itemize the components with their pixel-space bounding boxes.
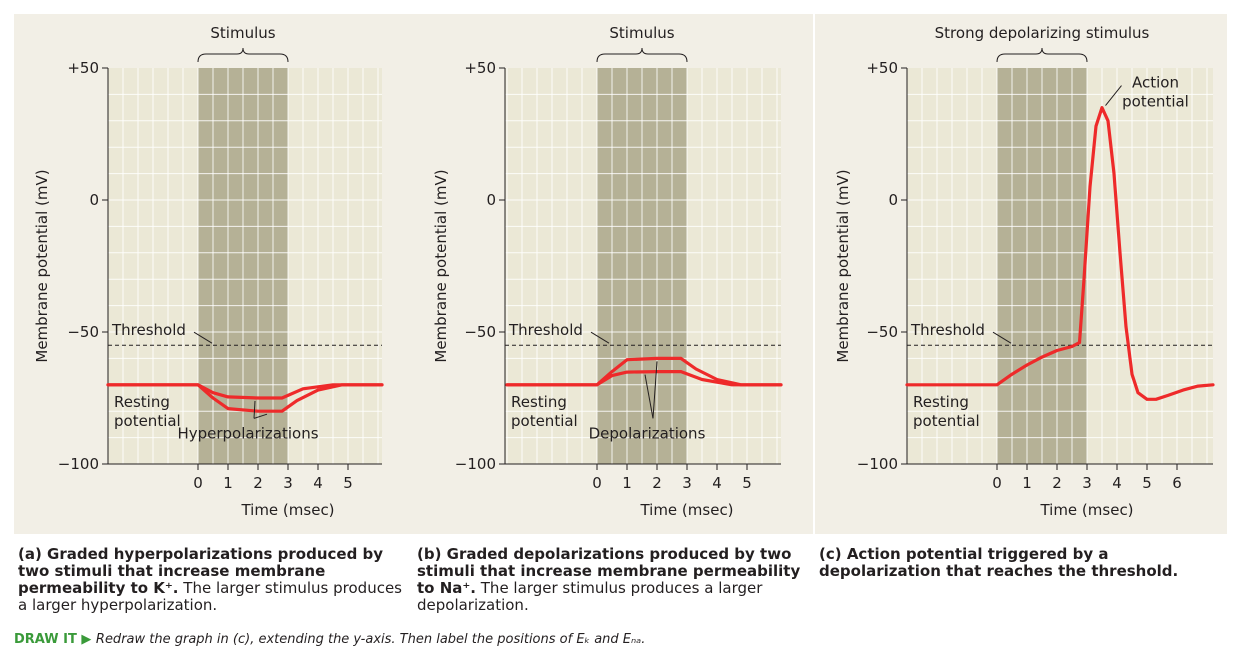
a-x-tick-label: 0 [193,474,203,492]
c-x-tick-label: 5 [1142,474,1152,492]
a-y-tick-label: 0 [89,191,99,209]
b-trace-2 [505,356,783,387]
b-x-tick-label: 4 [712,474,722,492]
a-threshold-leader [193,331,213,344]
caption-a-bold: (a) Graded hyperpolarizations produced b… [18,545,384,597]
b-y-tick-label: 0 [486,191,496,209]
draw-it-tag: DRAW IT ▶ [14,632,92,647]
c-x-tick-label: 3 [1082,474,1092,492]
b-threshold-leader [590,331,610,344]
c-peak-label-line2: potential [1122,93,1189,111]
a-response-leader-2 [253,413,268,419]
draw-it-prompt: DRAW IT ▶ Redraw the graph in (c), exten… [14,632,645,647]
c-resting-label-line1: Resting [913,393,969,411]
c-x-tick-label: 4 [1112,474,1122,492]
b-resting-label-line1: Resting [511,393,567,411]
caption-a-text: The larger stimulus produces a larger hy… [18,579,402,614]
caption-c-bold: (c) Action potential triggered by a depo… [819,545,1179,580]
caption-b-text: The larger stimulus produces a larger de… [417,579,763,614]
a-resting-label-line1: Resting [114,393,170,411]
b-x-tick-label: 0 [592,474,602,492]
c-stimulus-bracket [996,47,1088,63]
a-y-tick-label: +50 [67,59,99,77]
b-y-tick-label: −100 [455,455,496,473]
c-y-tick-label: −50 [866,323,898,341]
a-x-axis-label: Time (msec) [240,501,334,519]
c-y-tick-label: 0 [888,191,898,209]
c-trace-1 [905,106,1215,401]
draw-it-text: Redraw the graph in (c), extending the y… [95,632,646,647]
chart-a: +50 0 −50 −100 0 1 2 3 4 5 Time (msec) Membrane pot… [14,14,426,534]
chart-c: +50 0 −50 −100 0 1 2 3 4 5 6 Time (msec) Membrane po… [815,14,1227,534]
caption-c: (c) Action potential triggered by a depo… [819,546,1209,580]
b-x-tick-label: 5 [742,474,752,492]
b-y-tick-label: −50 [464,323,496,341]
b-x-tick-label: 3 [682,474,692,492]
a-x-tick-label: 4 [313,474,323,492]
c-x-axis-label: Time (msec) [1039,501,1133,519]
a-resting-label-line2: potential [114,412,181,430]
b-y-axis-label: Membrane potential (mV) [432,169,450,362]
c-peak-label-line1: Action [1132,74,1179,92]
b-response-label: Depolarizations [589,424,706,442]
caption-a: (a) Graded hyperpolarizations produced b… [18,546,408,614]
c-stimulus-label: Strong depolarizing stimulus [935,24,1150,42]
a-x-tick-label: 5 [343,474,353,492]
a-y-axis-label: Membrane potential (mV) [33,169,51,362]
a-x-tick-label: 1 [223,474,233,492]
chart-b: +50 0 −50 −100 0 1 2 3 4 5 Time (msec) Membrane pot… [413,14,813,534]
c-y-tick-label: +50 [866,59,898,77]
a-y-tick-label: −100 [58,455,99,473]
a-y-tick-label: −50 [67,323,99,341]
c-y-tick-label: −100 [857,455,898,473]
b-stimulus-label: Stimulus [609,24,674,42]
caption-b: (b) Graded depolarizations produced by t… [417,546,807,614]
c-peak-leader [1105,85,1122,106]
a-threshold-label: Threshold [111,321,186,339]
c-x-tick-label: 0 [992,474,1002,492]
b-response-leader-1 [644,374,654,419]
c-threshold-label: Threshold [910,321,985,339]
a-response-label: Hyperpolarizations [177,424,318,442]
a-response-leader-1 [253,400,256,419]
b-resting-label-line2: potential [511,412,578,430]
a-stimulus-label: Stimulus [210,24,275,42]
c-y-axis-label: Membrane potential (mV) [834,169,852,362]
caption-b-bold: (b) Graded depolarizations produced by t… [417,545,801,597]
a-trace-2 [106,383,384,413]
b-x-tick-label: 1 [622,474,632,492]
c-x-tick-label: 1 [1022,474,1032,492]
a-x-tick-label: 2 [253,474,263,492]
a-stimulus-bracket [197,47,289,63]
b-x-tick-label: 2 [652,474,662,492]
b-y-tick-label: +50 [464,59,496,77]
c-x-tick-label: 6 [1172,474,1182,492]
b-threshold-label: Threshold [508,321,583,339]
b-x-axis-label: Time (msec) [639,501,733,519]
c-threshold-leader [992,331,1012,344]
b-response-leader-2 [652,361,658,419]
c-resting-label-line2: potential [913,412,980,430]
a-x-tick-label: 3 [283,474,293,492]
c-x-tick-label: 2 [1052,474,1062,492]
b-stimulus-bracket [596,47,688,63]
